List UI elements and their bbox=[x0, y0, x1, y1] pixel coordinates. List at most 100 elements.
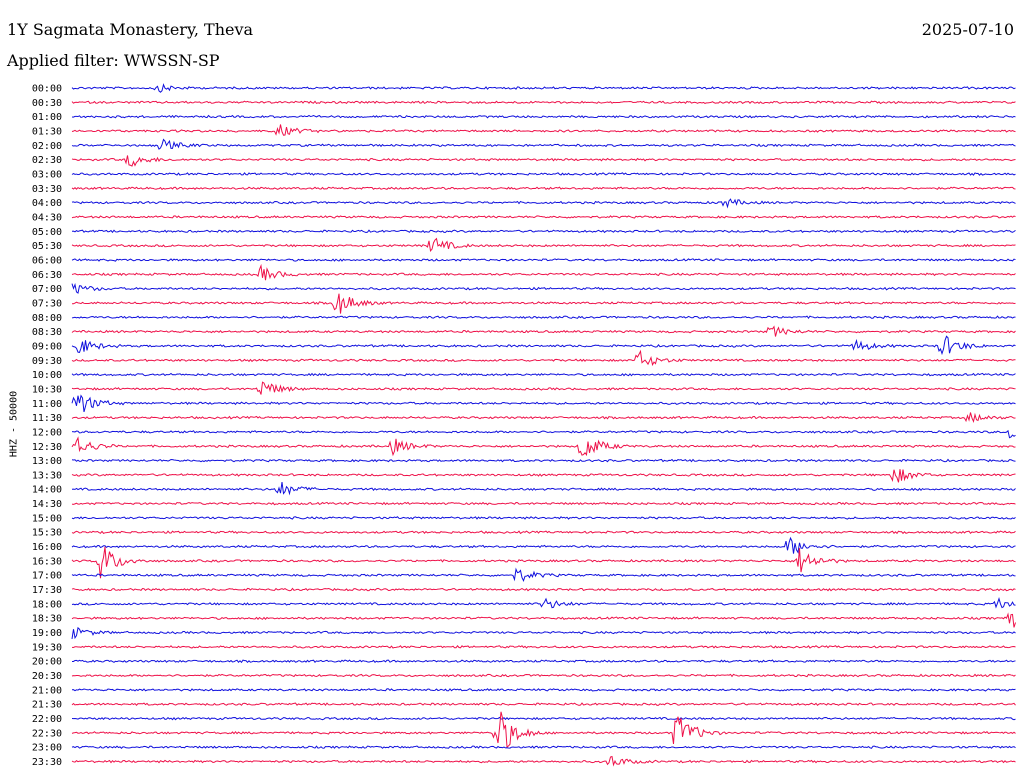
row-tick-label: 11:30 bbox=[32, 413, 62, 424]
row-tick-label: 13:00 bbox=[32, 456, 62, 467]
trace-line bbox=[71, 567, 1016, 582]
row-tick-label: 16:30 bbox=[32, 556, 62, 567]
trace-line bbox=[71, 263, 1016, 281]
trace-line bbox=[71, 597, 1016, 609]
row-tick-label: 14:30 bbox=[32, 499, 62, 510]
trace-line bbox=[71, 702, 1016, 706]
trace-line bbox=[71, 138, 1016, 150]
row-tick-label: 08:00 bbox=[32, 313, 62, 324]
row-tick-label: 05:00 bbox=[32, 227, 62, 238]
trace-line bbox=[71, 394, 1016, 413]
row-tick-label: 09:00 bbox=[32, 341, 62, 352]
row-tick-label: 00:30 bbox=[32, 98, 62, 109]
trace-line bbox=[71, 155, 1016, 167]
row-tick-label: 19:00 bbox=[32, 628, 62, 639]
row-tick-label: 23:00 bbox=[32, 743, 62, 754]
row-tick-label: 01:00 bbox=[32, 112, 62, 123]
trace-line bbox=[71, 258, 1016, 262]
row-tick-label: 18:00 bbox=[32, 599, 62, 610]
row-tick-label: 17:00 bbox=[32, 571, 62, 582]
date-label: 2025-07-10 bbox=[921, 20, 1014, 39]
trace-line bbox=[71, 349, 1016, 367]
trace-line bbox=[71, 755, 1016, 767]
trace-line bbox=[71, 546, 1016, 579]
row-tick-label: 15:00 bbox=[32, 513, 62, 524]
trace-line bbox=[71, 673, 1016, 678]
row-tick-label: 04:30 bbox=[32, 212, 62, 223]
trace-line bbox=[71, 335, 1016, 356]
trace-line bbox=[71, 536, 1016, 554]
trace-line bbox=[71, 283, 1016, 294]
row-tick-label: 08:30 bbox=[32, 327, 62, 338]
row-tick-label: 06:00 bbox=[32, 255, 62, 266]
trace-line bbox=[71, 186, 1016, 191]
row-tick-label: 19:30 bbox=[32, 642, 62, 653]
trace-line bbox=[71, 516, 1016, 520]
row-tick-label: 00:00 bbox=[32, 84, 62, 95]
trace-line bbox=[71, 124, 1016, 136]
row-tick-label: 07:30 bbox=[32, 298, 62, 309]
trace-line bbox=[71, 711, 1016, 749]
trace-line bbox=[71, 481, 1016, 496]
trace-line bbox=[71, 83, 1016, 93]
row-tick-label: 02:00 bbox=[32, 141, 62, 152]
row-tick-label: 07:00 bbox=[32, 284, 62, 295]
trace-line bbox=[71, 645, 1016, 649]
row-tick-label: 13:30 bbox=[32, 470, 62, 481]
trace-line bbox=[71, 429, 1016, 439]
trace-line bbox=[71, 237, 1016, 253]
trace-line bbox=[71, 469, 1016, 483]
row-tick-label: 05:30 bbox=[32, 241, 62, 252]
row-tick-label: 20:30 bbox=[32, 671, 62, 682]
trace-line bbox=[71, 612, 1016, 628]
trace-line bbox=[71, 114, 1016, 119]
trace-line bbox=[71, 458, 1016, 463]
row-tick-label: 16:00 bbox=[32, 542, 62, 553]
trace-line bbox=[71, 229, 1016, 234]
row-tick-label: 02:30 bbox=[32, 155, 62, 166]
row-tick-label: 14:00 bbox=[32, 485, 62, 496]
row-tick-label: 09:30 bbox=[32, 356, 62, 367]
row-tick-label: 12:00 bbox=[32, 427, 62, 438]
trace-line bbox=[71, 626, 1016, 640]
station-title: 1Y Sagmata Monastery, Theva bbox=[7, 20, 254, 39]
trace-line bbox=[71, 372, 1016, 377]
trace-line bbox=[71, 293, 1016, 314]
row-tick-label: 22:00 bbox=[32, 714, 62, 725]
row-tick-label: 22:30 bbox=[32, 728, 62, 739]
row-tick-label: 21:00 bbox=[32, 685, 62, 696]
row-tick-label: 23:30 bbox=[32, 757, 62, 768]
row-tick-label: 04:00 bbox=[32, 198, 62, 209]
trace-line bbox=[71, 412, 1016, 423]
trace-line bbox=[71, 501, 1016, 506]
trace-line bbox=[71, 688, 1016, 692]
trace-line bbox=[71, 530, 1016, 535]
row-tick-label: 15:30 bbox=[32, 528, 62, 539]
trace-line bbox=[71, 215, 1016, 219]
trace-line bbox=[71, 436, 1016, 457]
trace-line bbox=[71, 381, 1016, 395]
trace-line bbox=[71, 587, 1016, 592]
row-tick-label: 10:30 bbox=[32, 384, 62, 395]
row-tick-label: 17:30 bbox=[32, 585, 62, 596]
row-tick-label: 20:00 bbox=[32, 657, 62, 668]
trace-line bbox=[71, 716, 1016, 721]
trace-line bbox=[71, 315, 1016, 320]
row-tick-label: 06:30 bbox=[32, 270, 62, 281]
row-tick-label: 03:30 bbox=[32, 184, 62, 195]
trace-line bbox=[71, 745, 1016, 749]
row-tick-label: 01:30 bbox=[32, 126, 62, 137]
row-tick-label: 21:30 bbox=[32, 700, 62, 711]
row-tick-label: 03:00 bbox=[32, 169, 62, 180]
row-tick-label: 18:30 bbox=[32, 614, 62, 625]
filter-label: Applied filter: WWSSN-SP bbox=[7, 51, 220, 70]
trace-line bbox=[71, 172, 1016, 176]
row-tick-label: 11:00 bbox=[32, 399, 62, 410]
row-tick-label: 12:30 bbox=[32, 442, 62, 453]
trace-line bbox=[71, 100, 1016, 105]
trace-line bbox=[71, 659, 1016, 664]
trace-line bbox=[71, 325, 1016, 337]
trace-line bbox=[71, 198, 1016, 209]
row-tick-label: 10:00 bbox=[32, 370, 62, 381]
